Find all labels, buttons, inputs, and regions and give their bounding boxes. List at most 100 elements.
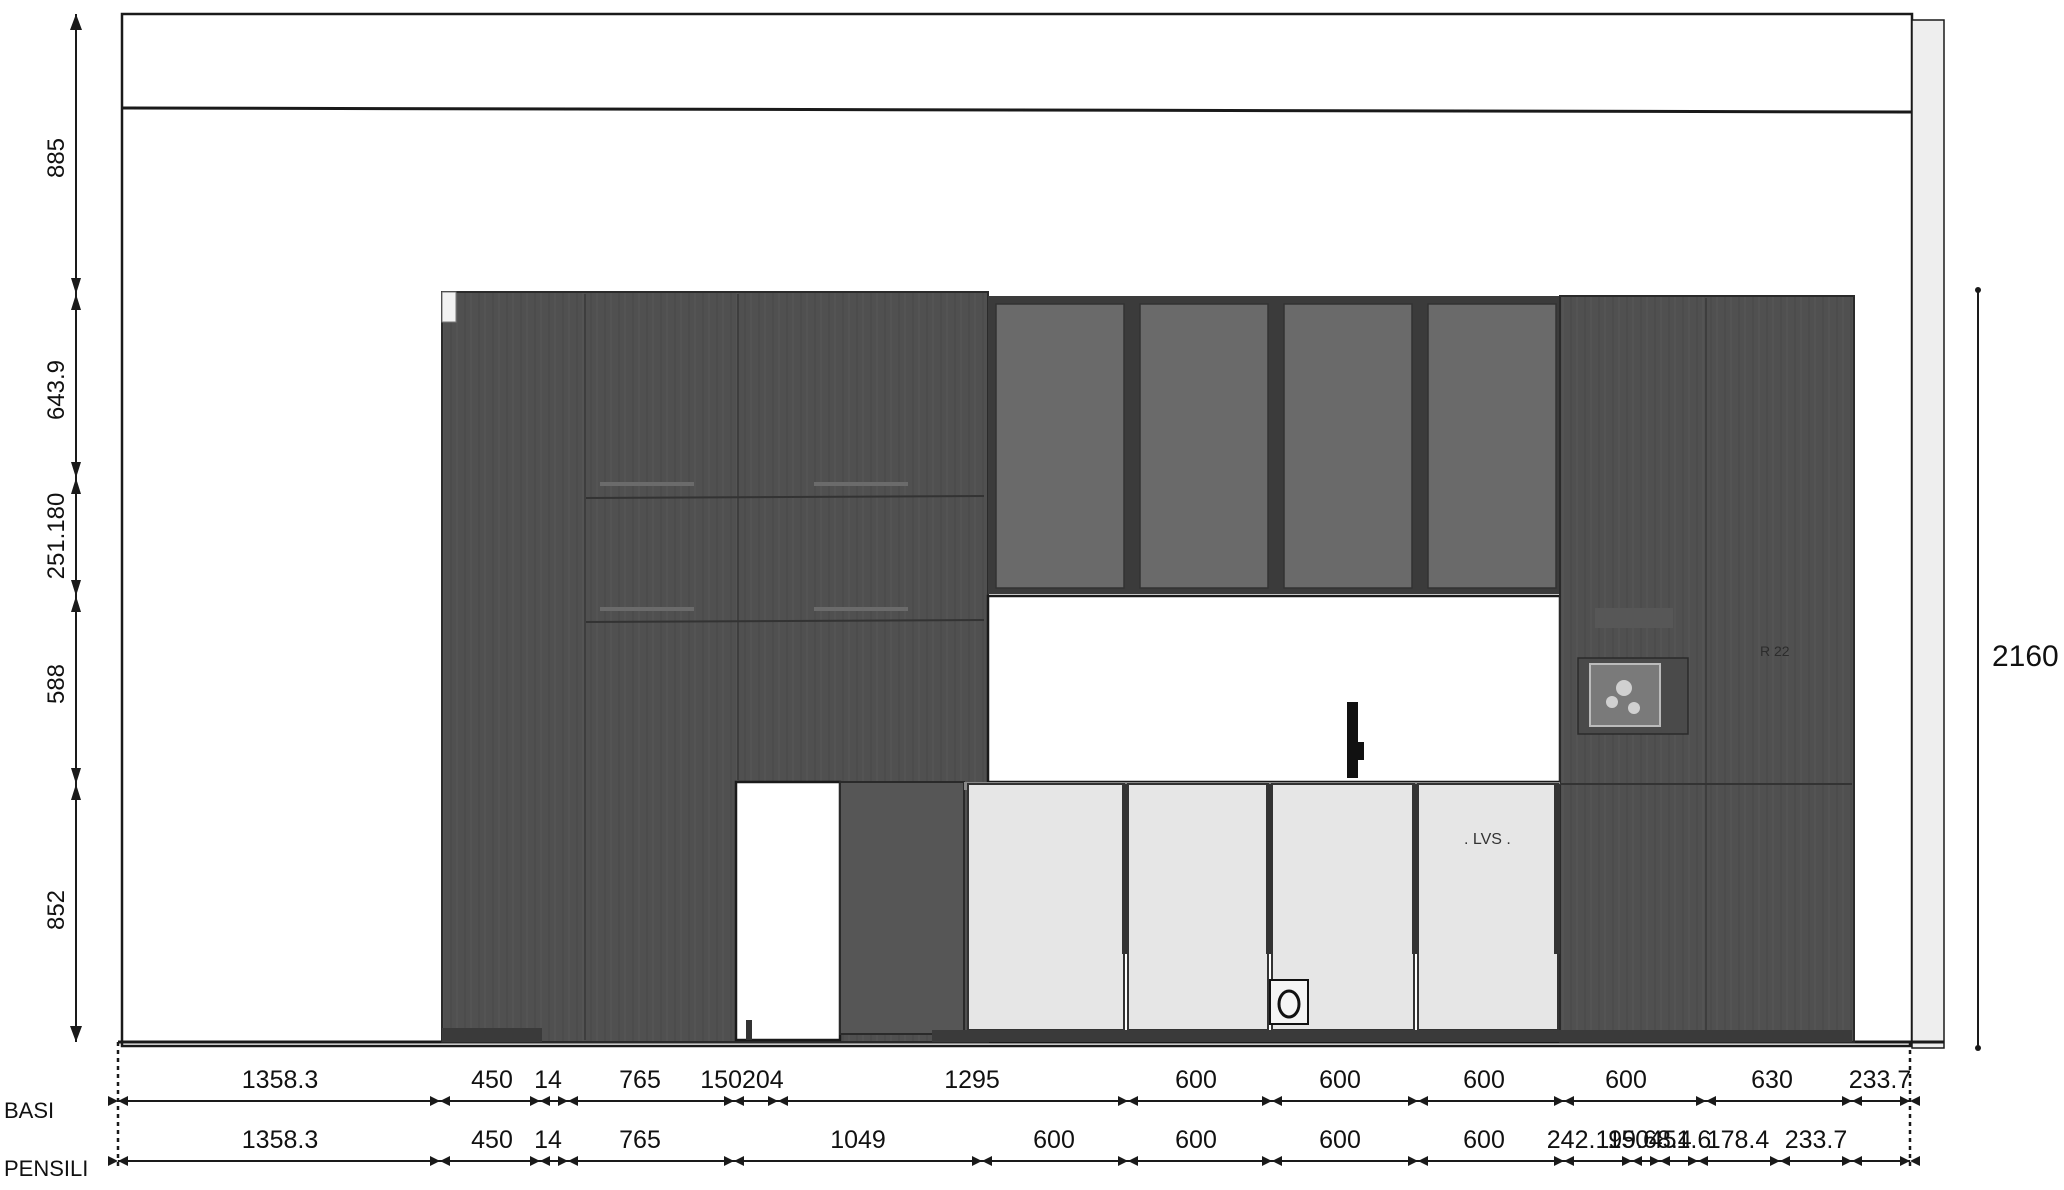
dimension-value: 178.4 — [1707, 1126, 1770, 1154]
dimension-value: 600 — [1605, 1066, 1647, 1094]
dim-arrow-icon — [430, 1096, 450, 1106]
height-643-9: 643.9 — [43, 360, 70, 420]
total-height-dimension: 2160 — [1975, 287, 2059, 1051]
dimension-value: 765 — [619, 1066, 661, 1094]
bin-icon-ring — [1277, 989, 1301, 1019]
dim-arrow-icon — [558, 1156, 578, 1166]
dim-arrow-icon — [1770, 1156, 1790, 1166]
glass-door — [1427, 303, 1557, 589]
shelf-tag — [814, 482, 908, 486]
dim-tick — [1975, 1045, 1981, 1051]
control-strip — [1595, 608, 1673, 628]
dimension-value: 600 — [1319, 1126, 1361, 1154]
handle-slot — [1122, 784, 1128, 954]
backsplash — [986, 594, 1562, 784]
dim-arrow-icon — [1118, 1096, 1138, 1106]
row-label: BASI — [4, 1098, 54, 1123]
height-251-180: 251.180 — [43, 493, 70, 580]
dim-arrow-icon — [530, 1096, 550, 1106]
height-852: 852 — [43, 890, 70, 930]
dim-arrow-icon — [724, 1096, 744, 1106]
height-885: 885 — [43, 138, 70, 178]
kitchen-cabinets: . LVS . R 22 — [441, 291, 1855, 1043]
dim-arrow-icon — [1900, 1156, 1920, 1166]
dim-arrow-icon — [108, 1096, 128, 1106]
dim-arrow-icon — [530, 1156, 550, 1166]
glass-door — [1283, 303, 1413, 589]
arrow-icon — [70, 1026, 82, 1042]
arrow-icon — [71, 580, 81, 612]
shelf-tag — [600, 607, 694, 611]
dim-arrow-icon — [1650, 1156, 1670, 1166]
handle-slot — [1412, 784, 1418, 954]
base-door — [1417, 783, 1559, 1031]
dimension-value: 600 — [1463, 1126, 1505, 1154]
dimension-value: 450 — [471, 1066, 513, 1094]
corner-filler — [441, 291, 457, 323]
shelf-line — [585, 495, 985, 499]
height-588: 588 — [43, 664, 70, 704]
plinth-left — [442, 1028, 542, 1042]
shelf-tag — [814, 607, 908, 611]
dim-arrow-icon — [724, 1156, 744, 1166]
dim-arrow-icon — [1408, 1096, 1428, 1106]
dimension-value: 600 — [1033, 1126, 1075, 1154]
open-niche — [734, 780, 842, 1042]
handle-slot — [1554, 784, 1560, 954]
dim-arrow-icon — [972, 1156, 992, 1166]
dimension-value: 233.7 — [1849, 1066, 1912, 1094]
dim-arrow-icon — [1262, 1096, 1282, 1106]
shelf-line — [585, 619, 985, 623]
dimension-value: 14 — [534, 1126, 562, 1154]
handle-slot — [1266, 784, 1272, 954]
dim-arrow-icon — [1842, 1096, 1862, 1106]
tag-label: R 22 — [1760, 643, 1790, 659]
dim-arrow-icon — [1554, 1096, 1574, 1106]
dim-arrow-icon — [1696, 1096, 1716, 1106]
dim-arrow-icon — [1118, 1156, 1138, 1166]
shelf-tag — [600, 482, 694, 486]
dimension-value: 14 — [534, 1066, 562, 1094]
base-door — [967, 783, 1125, 1031]
dimension-value: 630 — [1751, 1066, 1793, 1094]
glass-door — [995, 303, 1125, 589]
dimension-value: 600 — [1175, 1066, 1217, 1094]
dimension-value: 600 — [1319, 1066, 1361, 1094]
dimension-rows: BASI 1358.3 450 14 765 150204 1295 600 600 600 600… — [4, 1066, 1920, 1181]
arrow-icon — [71, 768, 81, 800]
arrow-icon — [71, 278, 81, 310]
dim-arrow-icon — [1900, 1096, 1920, 1106]
dim-arrow-icon — [558, 1096, 578, 1106]
dim-arrow-icon — [1262, 1156, 1282, 1166]
dimension-value: 1295 — [944, 1066, 1000, 1094]
dim-arrow-icon — [1408, 1156, 1428, 1166]
dimension-value: 600 — [1463, 1066, 1505, 1094]
glass-door — [1139, 303, 1269, 589]
dimension-value: 1358.3 — [242, 1066, 318, 1094]
dimension-value: 99.68.4 — [1608, 1126, 1692, 1154]
dimension-value: 600 — [1175, 1126, 1217, 1154]
arrow-icon — [70, 14, 82, 30]
row-label: PENSILI — [4, 1156, 88, 1181]
oven-knob — [1606, 696, 1618, 708]
horizontal-dimensions: BASI 1358.3 450 14 765 150204 1295 600 600 600 600… — [4, 1042, 1920, 1181]
niche-bracket — [746, 1020, 752, 1040]
dim-arrow-icon — [1622, 1156, 1642, 1166]
dim-arrow-icon — [768, 1096, 788, 1106]
dim-arrow-icon — [1842, 1156, 1862, 1166]
dimension-value: 765 — [619, 1126, 661, 1154]
dimension-value: 1049 — [830, 1126, 886, 1154]
plinth — [932, 1030, 1852, 1042]
lvs-label: . LVS . — [1464, 831, 1511, 848]
dark-base-unit — [839, 781, 965, 1035]
ceiling-line — [121, 106, 1913, 114]
oven-knob — [1628, 702, 1640, 714]
vertical-dimensions: 885 643.9 251.180 588 852 — [43, 14, 82, 1042]
dim-arrow-icon — [430, 1156, 450, 1166]
dimension-value: 242.1150 — [1547, 1126, 1649, 1154]
dim-arrow-icon — [108, 1156, 128, 1166]
dimension-value: 233.7 — [1785, 1126, 1848, 1154]
side-wall — [1911, 19, 1945, 1049]
base-door — [1127, 783, 1269, 1031]
